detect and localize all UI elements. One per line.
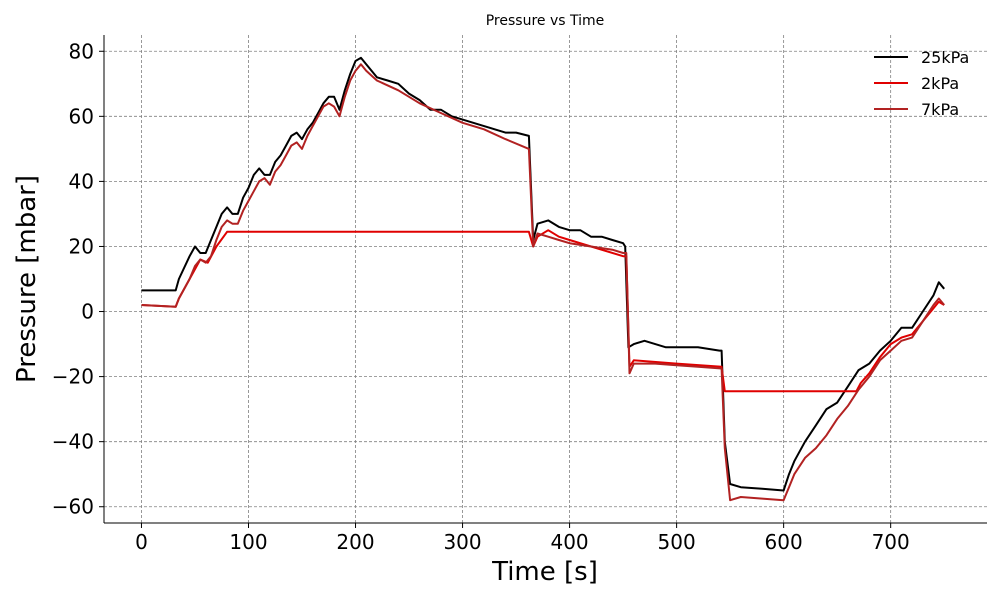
x-tick-label: 700 xyxy=(872,530,910,554)
y-axis-ticks: −60 −40 −20 0 20 40 60 80 xyxy=(52,39,104,519)
legend-label-25kpa: 25kPa xyxy=(921,48,969,67)
axes xyxy=(103,35,987,524)
series-line-7kpa xyxy=(141,63,945,502)
x-tick-label: 100 xyxy=(229,530,267,554)
x-tick-label: 500 xyxy=(658,530,696,554)
x-tick-label: 400 xyxy=(550,530,588,554)
legend-label-2kpa: 2kPa xyxy=(921,74,959,93)
y-tick-label: −20 xyxy=(52,365,94,389)
y-tick-label: 40 xyxy=(69,169,94,193)
series-line-2kpa xyxy=(141,229,945,393)
x-axis-ticks: 0 100 200 300 400 500 600 700 xyxy=(135,523,910,554)
grid xyxy=(104,35,987,523)
legend: 25kPa 2kPa 7kPa xyxy=(874,48,969,119)
series-line-25kpa xyxy=(141,56,945,492)
y-tick-label: 20 xyxy=(69,234,94,258)
series-lines xyxy=(141,56,945,502)
legend-label-7kpa: 7kPa xyxy=(921,100,959,119)
x-tick-label: 0 xyxy=(135,530,148,554)
y-tick-label: 60 xyxy=(69,104,94,128)
y-tick-label: 0 xyxy=(81,300,94,324)
x-tick-label: 600 xyxy=(765,530,803,554)
y-axis-label: Pressure [mbar] xyxy=(12,175,42,383)
x-tick-label: 300 xyxy=(443,530,481,554)
y-tick-label: −60 xyxy=(52,495,94,519)
y-tick-label: 80 xyxy=(69,39,94,63)
chart-title: Pressure vs Time xyxy=(486,13,605,29)
x-tick-label: 200 xyxy=(336,530,374,554)
x-axis-label: Time [s] xyxy=(491,557,598,587)
y-tick-label: −40 xyxy=(52,430,94,454)
